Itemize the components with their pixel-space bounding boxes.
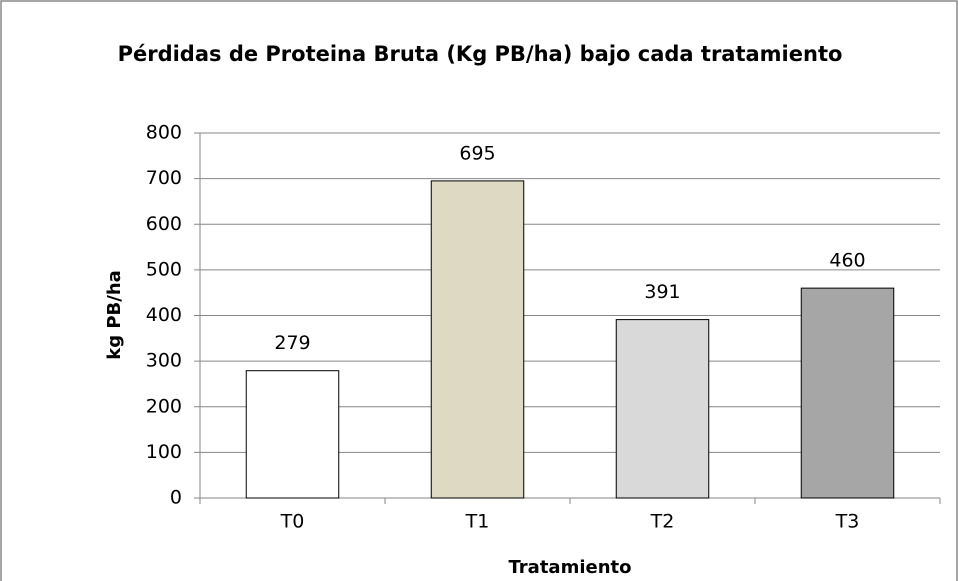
y-tick-label: 0 (170, 487, 182, 509)
bar (430, 180, 525, 499)
y-tick-label: 200 (146, 395, 182, 417)
y-tick-label: 500 (146, 258, 182, 280)
y-tick-label: 400 (146, 304, 182, 326)
x-tick-label: T2 (650, 511, 675, 533)
data-label: 279 (274, 332, 310, 354)
y-tick-label: 600 (146, 213, 182, 235)
y-tick-label: 300 (146, 350, 182, 372)
data-label: 391 (644, 281, 680, 303)
bar (245, 370, 340, 499)
x-tick-label: T0 (280, 511, 305, 533)
y-axis-label: kg PB/ha (104, 270, 125, 360)
y-tick-label: 100 (146, 441, 182, 463)
data-label: 695 (459, 142, 495, 164)
bar (800, 287, 895, 499)
data-label: 460 (829, 250, 865, 272)
y-tick-label: 800 (146, 122, 182, 144)
chart-title: Pérdidas de Proteina Bruta (Kg PB/ha) ba… (118, 42, 843, 66)
y-tick-label: 700 (146, 167, 182, 189)
x-tick-label: T3 (835, 511, 860, 533)
x-tick-label: T1 (465, 511, 490, 533)
bar (615, 319, 710, 499)
x-axis-label: Tratamiento (509, 557, 632, 578)
